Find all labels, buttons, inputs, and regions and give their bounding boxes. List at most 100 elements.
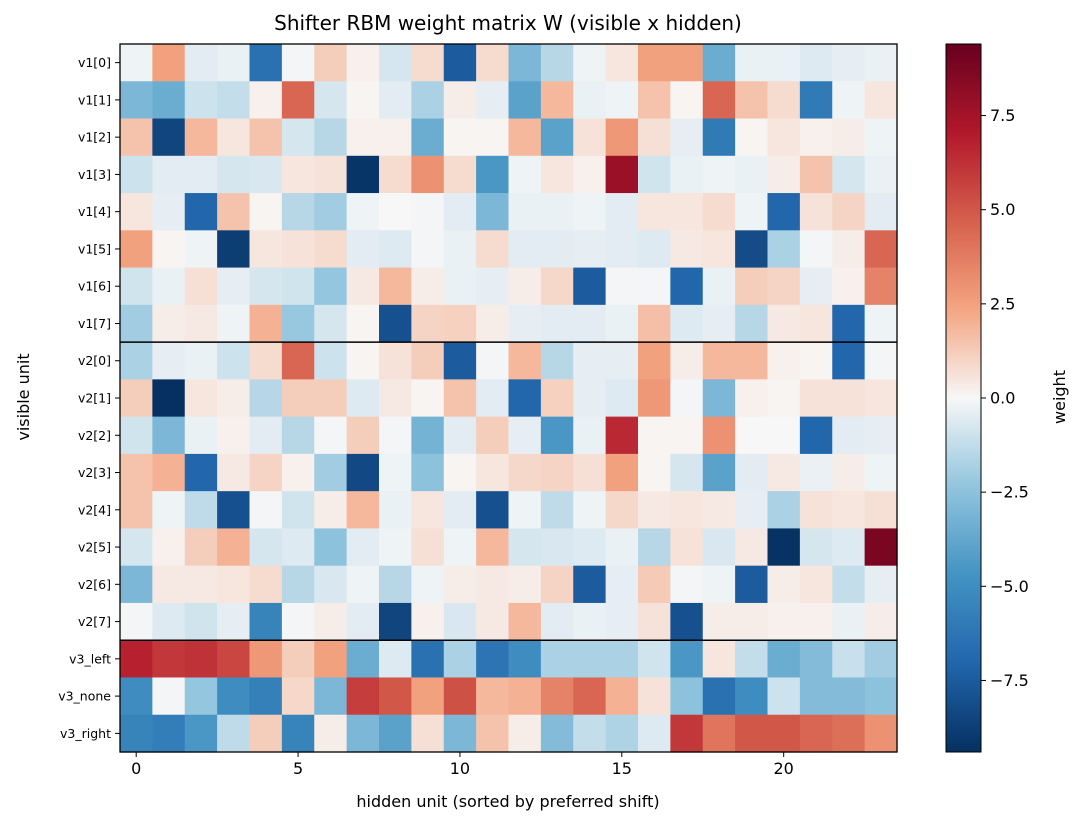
heatmap-cell bbox=[767, 304, 801, 343]
heatmap-cell bbox=[735, 155, 769, 194]
heatmap-cell bbox=[476, 453, 510, 492]
heatmap-cell bbox=[735, 640, 769, 679]
heatmap-cell bbox=[281, 416, 315, 455]
heatmap-cell bbox=[638, 304, 671, 343]
heatmap-cell bbox=[476, 118, 510, 157]
heatmap-cell bbox=[217, 565, 251, 604]
heatmap-cell bbox=[120, 44, 153, 82]
heatmap-cell bbox=[799, 155, 833, 194]
heatmap-cell bbox=[799, 528, 833, 567]
heatmap-cell bbox=[799, 342, 833, 380]
heatmap-cell bbox=[443, 640, 477, 679]
heatmap-cell bbox=[638, 416, 671, 455]
heatmap-cell bbox=[379, 379, 412, 418]
heatmap-cell bbox=[573, 230, 607, 269]
heatmap-cell bbox=[411, 640, 445, 679]
heatmap-cell bbox=[573, 304, 607, 343]
heatmap-cell bbox=[314, 267, 348, 306]
heatmap-cell bbox=[249, 416, 283, 455]
heatmap-cell bbox=[605, 379, 639, 418]
heatmap-cell bbox=[540, 304, 574, 343]
heatmap-cell bbox=[217, 491, 251, 530]
heatmap-cell bbox=[864, 44, 898, 82]
heatmap-cell bbox=[702, 342, 736, 380]
heatmap-cell bbox=[767, 640, 801, 679]
heatmap-cell bbox=[799, 193, 833, 231]
heatmap-cell bbox=[573, 267, 607, 306]
heatmap-cell bbox=[605, 81, 639, 120]
heatmap-cell bbox=[443, 230, 477, 269]
heatmap-cell bbox=[508, 565, 542, 604]
heatmap-cell bbox=[411, 230, 445, 269]
heatmap-cell bbox=[767, 528, 801, 567]
heatmap-cell bbox=[443, 714, 477, 753]
heatmap-cell bbox=[735, 491, 769, 530]
heatmap-cell bbox=[864, 416, 898, 455]
y-tick-label: v2[5] bbox=[78, 540, 111, 555]
heatmap-cell bbox=[670, 416, 704, 455]
heatmap-cell bbox=[249, 602, 283, 641]
heatmap-cell bbox=[379, 528, 412, 567]
heatmap-cell bbox=[638, 491, 671, 530]
heatmap-cell bbox=[864, 118, 898, 157]
heatmap-cell bbox=[314, 640, 348, 679]
heatmap-cell bbox=[702, 81, 736, 120]
heatmap-cell bbox=[508, 416, 542, 455]
heatmap-cell bbox=[314, 416, 348, 455]
x-tick-label: 15 bbox=[612, 759, 632, 778]
colorbar-tick-label: −7.5 bbox=[990, 671, 1029, 690]
heatmap-cell bbox=[249, 640, 283, 679]
heatmap-cell bbox=[379, 44, 412, 82]
heatmap-cell bbox=[120, 528, 153, 567]
heatmap-cell bbox=[314, 81, 348, 120]
heatmap-cell bbox=[573, 677, 607, 716]
heatmap-cell bbox=[605, 342, 639, 380]
heatmap-cell bbox=[670, 118, 704, 157]
heatmap-cell bbox=[379, 267, 412, 306]
heatmap-cell bbox=[217, 155, 251, 194]
heatmap-cell bbox=[799, 677, 833, 716]
heatmap-cell bbox=[799, 267, 833, 306]
heatmap-cell bbox=[799, 453, 833, 492]
heatmap-cell bbox=[281, 267, 315, 306]
heatmap-cell bbox=[476, 230, 510, 269]
heatmap-cell bbox=[605, 304, 639, 343]
heatmap-cell bbox=[670, 453, 704, 492]
heatmap-cell bbox=[152, 304, 186, 343]
heatmap-cell bbox=[605, 267, 639, 306]
heatmap-cell bbox=[638, 565, 671, 604]
colorbar-label: weight bbox=[1050, 370, 1069, 424]
heatmap-cell bbox=[476, 528, 510, 567]
heatmap-cell bbox=[443, 602, 477, 641]
heatmap-cell bbox=[281, 528, 315, 567]
x-tick-label: 5 bbox=[293, 759, 303, 778]
heatmap-cell bbox=[120, 565, 153, 604]
heatmap-cell bbox=[638, 342, 671, 380]
heatmap-cell bbox=[638, 379, 671, 418]
heatmap-cell bbox=[152, 528, 186, 567]
heatmap-cell bbox=[767, 193, 801, 231]
heatmap-cell bbox=[152, 640, 186, 679]
heatmap-cell bbox=[443, 416, 477, 455]
heatmap-cell bbox=[605, 416, 639, 455]
heatmap-cell bbox=[476, 640, 510, 679]
heatmap-cell bbox=[832, 453, 866, 492]
heatmap-cell bbox=[411, 342, 445, 380]
heatmap-cell bbox=[864, 342, 898, 380]
y-axis-label: visible unit bbox=[14, 353, 33, 440]
heatmap-cell bbox=[864, 193, 898, 231]
heatmap-cell bbox=[217, 416, 251, 455]
heatmap-cell bbox=[799, 416, 833, 455]
heatmap-cell bbox=[443, 565, 477, 604]
heatmap-cell bbox=[184, 118, 218, 157]
heatmap-cell bbox=[702, 528, 736, 567]
heatmap-cell bbox=[120, 640, 153, 679]
heatmap-cell bbox=[411, 714, 445, 753]
heatmap-cell bbox=[379, 640, 412, 679]
heatmap-cell bbox=[443, 155, 477, 194]
heatmap-cell bbox=[184, 565, 218, 604]
heatmap-cell bbox=[346, 602, 380, 641]
heatmap-cell bbox=[379, 155, 412, 194]
heatmap-cell bbox=[735, 118, 769, 157]
heatmap-cell bbox=[605, 714, 639, 753]
